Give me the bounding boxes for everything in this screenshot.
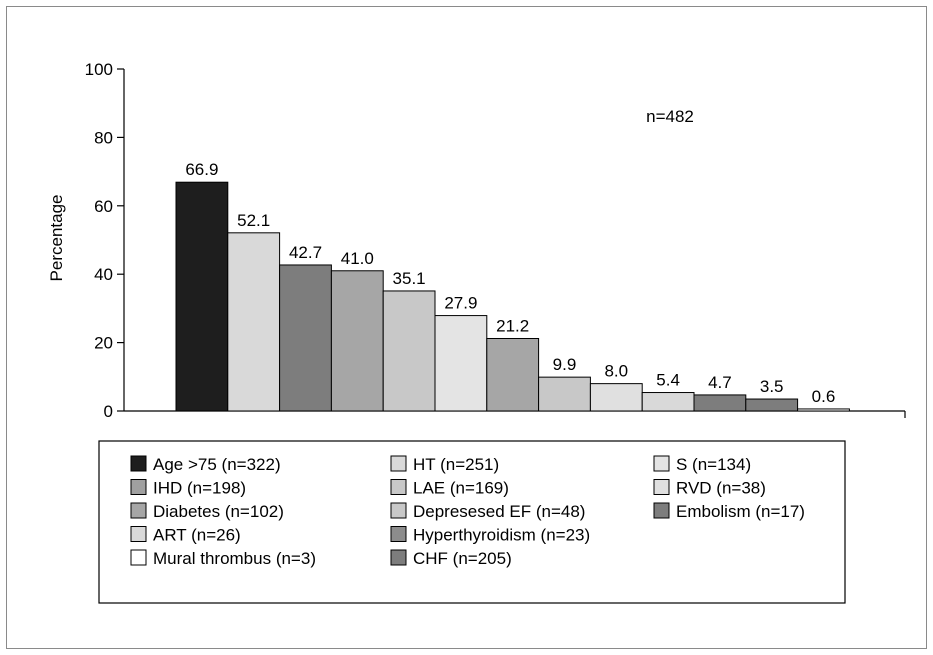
legend-item: HT (n=251): [390, 455, 499, 474]
legend-label: ART (n=26): [153, 526, 241, 545]
legend-item: LAE (n=169): [390, 479, 509, 498]
bar: [538, 376, 591, 412]
legend-item: Hyperthyroidism (n=23): [390, 526, 590, 545]
legend-item: Depresesed EF (n=48): [390, 502, 585, 521]
y-tick-label: 60: [94, 197, 113, 216]
bar-value-label: 66.9: [185, 160, 218, 179]
legend-swatch: [390, 479, 407, 495]
y-tick-label: 100: [85, 60, 113, 79]
bar-value-label: 4.7: [708, 373, 732, 392]
bar: [227, 232, 281, 412]
y-tick-label: 20: [94, 334, 113, 353]
legend-label: RVD (n=38): [676, 479, 766, 498]
bar: [693, 394, 747, 412]
bar-value-label: 0.6: [812, 387, 836, 406]
legend-label: Embolism (n=17): [676, 502, 805, 521]
legend-label: CHF (n=205): [413, 549, 512, 568]
legend-swatch: [390, 526, 407, 542]
bar: [175, 181, 229, 412]
legend-item: Mural thrombus (n=3): [130, 549, 316, 568]
bar-value-label: 27.9: [444, 294, 477, 313]
legend-swatch: [130, 455, 147, 472]
legend-label: LAE (n=169): [413, 479, 509, 498]
bar: [330, 270, 384, 412]
legend-item: Embolism (n=17): [653, 502, 805, 521]
legend-swatch: [130, 549, 147, 566]
bar: [797, 408, 850, 412]
bar-value-label: 35.1: [393, 269, 426, 288]
legend: Age >75 (n=322) IHD (n=198) Diabetes (n=10…: [130, 455, 805, 568]
legend-swatch: [130, 526, 147, 542]
legend-swatch: [653, 502, 670, 519]
bar: [589, 383, 643, 412]
legend-label: Age >75 (n=322): [153, 455, 281, 474]
legend-label: S (n=134): [676, 455, 751, 474]
legend-item: Diabetes (n=102): [130, 502, 284, 521]
figure-frame: [6, 6, 927, 649]
bar-value-label: 41.0: [341, 249, 374, 268]
y-tick-label: 40: [94, 265, 113, 284]
legend-label: IHD (n=198): [153, 479, 246, 498]
legend-item: Age >75 (n=322): [130, 455, 281, 474]
bar-value-label: 52.1: [237, 211, 270, 230]
legend-swatch: [653, 479, 670, 495]
bar-value-labels: 66.9 52.1 42.7 41.0 35.1 27.9 21.2 9.9 8.0 5.4 4.7…: [185, 160, 835, 406]
legend-item: S (n=134): [653, 455, 751, 474]
bar: [434, 315, 488, 412]
y-tick-label: 0: [104, 402, 113, 421]
legend-label: Hyperthyroidism (n=23): [413, 526, 590, 545]
bar: [279, 264, 332, 412]
bars: [175, 181, 850, 412]
bar: [382, 290, 436, 412]
bar-value-label: 42.7: [289, 243, 322, 262]
bar-value-label: 21.2: [496, 316, 529, 335]
legend-label: Depresesed EF (n=48): [413, 502, 585, 521]
legend-label: Diabetes (n=102): [153, 502, 284, 521]
legend-swatch: [390, 455, 407, 472]
bar-value-label: 3.5: [760, 377, 784, 396]
bar: [486, 337, 540, 412]
legend-swatch: [390, 549, 407, 566]
bar: [745, 398, 799, 412]
y-tick-label: 80: [94, 128, 113, 147]
legend-box: [98, 440, 846, 604]
legend-item: IHD (n=198): [130, 479, 246, 498]
bar-value-label: 8.0: [604, 362, 628, 381]
y-axis-label: Percentage: [47, 195, 66, 282]
legend-swatch: [130, 479, 147, 495]
legend-label: HT (n=251): [413, 455, 499, 474]
legend-item: RVD (n=38): [653, 479, 766, 498]
bar: [641, 392, 695, 412]
legend-item: ART (n=26): [130, 526, 241, 545]
bar-value-label: 5.4: [656, 371, 680, 390]
sample-size-annotation: n=482: [646, 107, 694, 126]
bar-value-label: 9.9: [553, 355, 577, 374]
legend-swatch: [390, 502, 407, 519]
legend-label: Mural thrombus (n=3): [153, 549, 316, 568]
legend-swatch: [653, 455, 670, 472]
legend-item: CHF (n=205): [390, 549, 512, 568]
legend-swatch: [130, 502, 147, 519]
